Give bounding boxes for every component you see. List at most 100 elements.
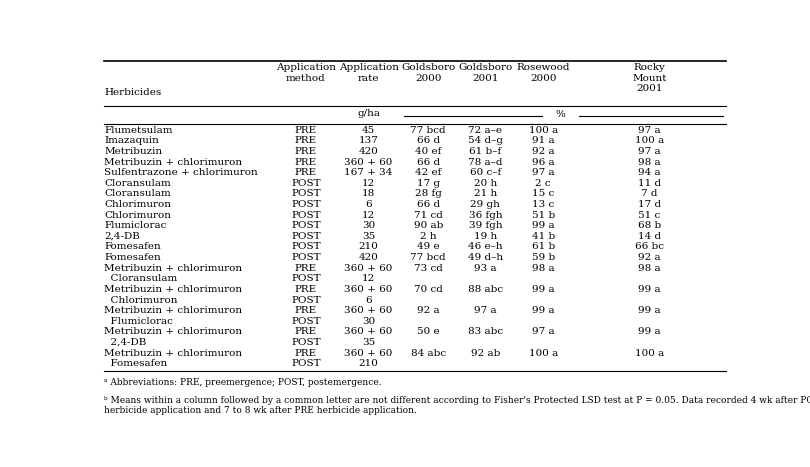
Text: PRE: PRE: [295, 158, 317, 167]
Text: POST: POST: [291, 232, 321, 241]
Text: Cloransulam: Cloransulam: [104, 274, 177, 283]
Text: 18: 18: [362, 190, 375, 198]
Text: Fomesafen: Fomesafen: [104, 242, 161, 252]
Text: 14 d: 14 d: [638, 232, 661, 241]
Text: 72 a–e: 72 a–e: [468, 126, 502, 135]
Text: ᵃ Abbreviations: PRE, preemergence; POST, postemergence.: ᵃ Abbreviations: PRE, preemergence; POST…: [104, 378, 382, 388]
Text: Flumiclorac: Flumiclorac: [104, 221, 167, 230]
Text: 99 a: 99 a: [638, 327, 661, 336]
Text: PRE: PRE: [295, 126, 317, 135]
Text: 100 a: 100 a: [635, 136, 664, 145]
Text: 73 cd: 73 cd: [414, 264, 443, 273]
Text: 77 bcd: 77 bcd: [411, 126, 446, 135]
Text: 45: 45: [362, 126, 375, 135]
Text: 28 fg: 28 fg: [415, 190, 441, 198]
Text: PRE: PRE: [295, 306, 317, 315]
Text: 420: 420: [359, 147, 378, 156]
Text: 66 bc: 66 bc: [635, 242, 664, 252]
Text: 35: 35: [362, 232, 375, 241]
Text: 40 ef: 40 ef: [415, 147, 441, 156]
Text: 97 a: 97 a: [532, 327, 555, 336]
Text: Application
method: Application method: [276, 63, 336, 83]
Text: 6: 6: [365, 200, 372, 209]
Text: Chlorimuron: Chlorimuron: [104, 296, 178, 304]
Text: Metribuzin: Metribuzin: [104, 147, 163, 156]
Text: PRE: PRE: [295, 168, 317, 177]
Text: ᵇ Means within a column followed by a common letter are not different according : ᵇ Means within a column followed by a co…: [104, 396, 810, 415]
Text: 41 b: 41 b: [531, 232, 555, 241]
Text: 2 h: 2 h: [420, 232, 437, 241]
Text: 93 a: 93 a: [474, 264, 497, 273]
Text: 60 c–f: 60 c–f: [470, 168, 501, 177]
Text: 98 a: 98 a: [638, 158, 661, 167]
Text: POST: POST: [291, 359, 321, 368]
Text: 2 c: 2 c: [535, 179, 551, 188]
Text: 97 a: 97 a: [638, 126, 661, 135]
Text: 30: 30: [362, 317, 375, 326]
Text: 99 a: 99 a: [532, 306, 555, 315]
Text: 100 a: 100 a: [529, 126, 558, 135]
Text: 30: 30: [362, 221, 375, 230]
Text: POST: POST: [291, 253, 321, 262]
Text: 39 fgh: 39 fgh: [469, 221, 502, 230]
Text: Flumetsulam: Flumetsulam: [104, 126, 173, 135]
Text: Metribuzin + chlorimuron: Metribuzin + chlorimuron: [104, 264, 242, 273]
Text: 210: 210: [359, 359, 378, 368]
Text: 360 + 60: 360 + 60: [344, 348, 393, 358]
Text: Chlorimuron: Chlorimuron: [104, 200, 172, 209]
Text: Sulfentrazone + chlorimuron: Sulfentrazone + chlorimuron: [104, 168, 258, 177]
Text: 96 a: 96 a: [532, 158, 555, 167]
Text: PRE: PRE: [295, 264, 317, 273]
Text: 11 d: 11 d: [638, 179, 661, 188]
Text: 36 fgh: 36 fgh: [469, 211, 502, 219]
Text: 15 c: 15 c: [532, 190, 554, 198]
Text: 49 d–h: 49 d–h: [468, 253, 503, 262]
Text: %: %: [556, 110, 565, 119]
Text: PRE: PRE: [295, 348, 317, 358]
Text: 360 + 60: 360 + 60: [344, 285, 393, 294]
Text: 12: 12: [362, 211, 375, 219]
Text: 50 e: 50 e: [417, 327, 440, 336]
Text: Fomesafen: Fomesafen: [104, 359, 168, 368]
Text: Metribuzin + chlorimuron: Metribuzin + chlorimuron: [104, 327, 242, 336]
Text: 84 abc: 84 abc: [411, 348, 446, 358]
Text: 12: 12: [362, 179, 375, 188]
Text: 420: 420: [359, 253, 378, 262]
Text: 13 c: 13 c: [532, 200, 554, 209]
Text: POST: POST: [291, 242, 321, 252]
Text: Cloransulam: Cloransulam: [104, 179, 171, 188]
Text: 71 cd: 71 cd: [414, 211, 443, 219]
Text: 59 b: 59 b: [531, 253, 555, 262]
Text: 360 + 60: 360 + 60: [344, 264, 393, 273]
Text: 360 + 60: 360 + 60: [344, 327, 393, 336]
Text: 78 a–d: 78 a–d: [468, 158, 503, 167]
Text: 54 d–g: 54 d–g: [468, 136, 503, 145]
Text: Fomesafen: Fomesafen: [104, 253, 161, 262]
Text: 99 a: 99 a: [532, 221, 555, 230]
Text: PRE: PRE: [295, 327, 317, 336]
Text: POST: POST: [291, 296, 321, 304]
Text: 99 a: 99 a: [638, 306, 661, 315]
Text: 77 bcd: 77 bcd: [411, 253, 446, 262]
Text: POST: POST: [291, 190, 321, 198]
Text: 66 d: 66 d: [417, 158, 440, 167]
Text: PRE: PRE: [295, 136, 317, 145]
Text: Imazaquin: Imazaquin: [104, 136, 160, 145]
Text: 61 b–f: 61 b–f: [469, 147, 501, 156]
Text: 68 b: 68 b: [638, 221, 661, 230]
Text: POST: POST: [291, 317, 321, 326]
Text: 51 c: 51 c: [638, 211, 661, 219]
Text: 2,4-DB: 2,4-DB: [104, 338, 147, 347]
Text: Herbicides: Herbicides: [104, 88, 162, 98]
Text: 167 + 34: 167 + 34: [344, 168, 393, 177]
Text: Chlorimuron: Chlorimuron: [104, 211, 172, 219]
Text: 92 a: 92 a: [532, 147, 555, 156]
Text: POST: POST: [291, 179, 321, 188]
Text: Application
rate: Application rate: [339, 63, 399, 83]
Text: Cloransulam: Cloransulam: [104, 190, 171, 198]
Text: 90 ab: 90 ab: [414, 221, 443, 230]
Text: 97 a: 97 a: [638, 147, 661, 156]
Text: 6: 6: [365, 296, 372, 304]
Text: 98 a: 98 a: [638, 264, 661, 273]
Text: 12: 12: [362, 274, 375, 283]
